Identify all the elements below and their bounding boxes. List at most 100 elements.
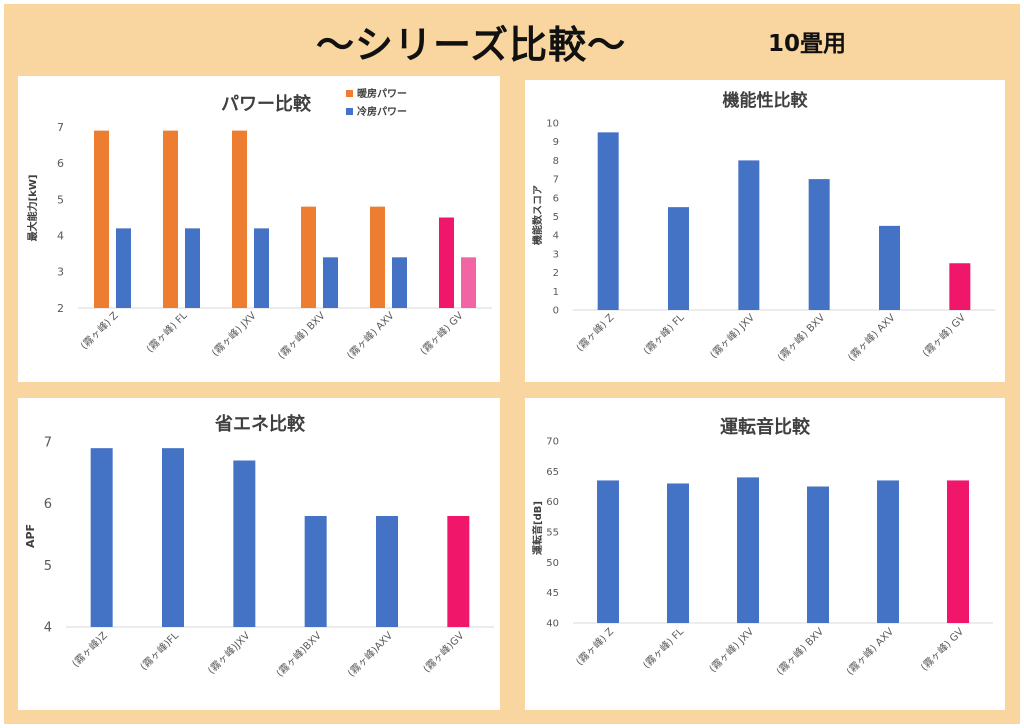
y-tick-label: 2	[57, 302, 64, 315]
bar-power-0-0	[94, 130, 109, 308]
y-tick-label: 2	[553, 268, 559, 279]
bar-efficiency-4-0	[376, 516, 398, 627]
bar-noise-4-0	[877, 480, 899, 623]
chart-title: 運転音比較	[720, 416, 811, 438]
x-tick-label: (霧ヶ峰) Z	[574, 626, 616, 668]
x-tick-label: (霧ヶ峰) GV	[920, 312, 968, 360]
y-tick-label: 8	[553, 156, 559, 167]
bar-features-1-0	[668, 207, 689, 310]
efficiency-chart-panel: 省エネ比較 APF 4 5 6 7 (霧ヶ峰)Z (霧ヶ峰)FL (霧ヶ峰)JXV (霧ヶ峰)BX…	[18, 398, 500, 710]
y-tick-label: 5	[553, 212, 559, 223]
features-chart-panel: 機能性比較機能数スコア 0 1 2 3 4 5 6 7 8 9 10 (霧ヶ峰) Z (霧ヶ峰) FL (霧…	[525, 80, 1005, 382]
efficiency-chart-svg: 省エネ比較 APF 4 5 6 7 (霧ヶ峰)Z (霧ヶ峰)FL (霧ヶ峰)JXV (霧ヶ峰)BX…	[24, 413, 494, 680]
x-tick-label: (霧ヶ峰) BXV	[774, 626, 826, 678]
y-tick-label: 5	[57, 193, 64, 206]
bar-noise-2-0	[737, 477, 759, 623]
x-tick-label: (霧ヶ峰) AXV	[844, 626, 896, 678]
page-subtitle: 10畳用	[768, 31, 847, 57]
bar-noise-0-0	[597, 480, 619, 623]
y-tick-label: 9	[553, 137, 559, 148]
bar-power-3-1	[323, 257, 338, 308]
bar-efficiency-3-0	[304, 516, 327, 627]
bar-features-0-0	[597, 132, 619, 310]
bar-features-5-0	[949, 263, 971, 310]
x-tick-label: (霧ヶ峰) Z	[574, 312, 616, 354]
bar-efficiency-2-0	[233, 460, 256, 627]
y-tick-label: 5	[44, 559, 52, 574]
power-chart-panel: パワー比較最大能力[kW] 2 3 4 5 6 7 (霧ヶ峰) Z (霧ヶ峰) FL (霧ヶ峰) …	[18, 76, 500, 382]
y-tick-label: 70	[546, 437, 559, 448]
bar-power-1-1	[185, 228, 200, 308]
bar-features-2-0	[738, 160, 760, 310]
y-axis-label: 機能数スコア	[531, 185, 544, 245]
y-tick-label: 10	[546, 119, 559, 130]
x-tick-label: (霧ヶ峰) GV	[418, 310, 466, 358]
bar-efficiency-5-0	[447, 516, 470, 627]
x-tick-label: (霧ヶ峰) FL	[144, 309, 190, 355]
y-tick-label: 3	[57, 266, 64, 279]
y-tick-label: 0	[553, 306, 559, 317]
chart-title: 機能性比較	[723, 90, 809, 111]
y-tick-label: 7	[553, 175, 559, 186]
x-tick-label: (霧ヶ峰) AXV	[345, 310, 397, 362]
x-tick-label: (霧ヶ峰) FL	[641, 625, 687, 671]
x-tick-label: (霧ヶ峰) BXV	[276, 310, 328, 362]
bar-noise-3-0	[807, 486, 829, 623]
x-tick-label: (霧ヶ峰)FL	[138, 629, 182, 673]
y-axis-label: 運転音[dB]	[531, 501, 544, 555]
x-tick-label: (霧ヶ峰) FL	[641, 311, 687, 357]
x-tick-label: (霧ヶ峰) GV	[918, 626, 966, 674]
x-tick-label: (霧ヶ峰) JXV	[209, 310, 258, 359]
y-tick-label: 7	[44, 436, 52, 451]
y-tick-label: 6	[44, 497, 52, 512]
page-title: 〜シリーズ比較〜	[316, 23, 627, 67]
y-axis-label: 最大能力[kW]	[26, 175, 39, 242]
y-tick-label: 45	[546, 588, 559, 599]
y-tick-label: 4	[553, 231, 559, 242]
y-tick-label: 3	[553, 249, 559, 260]
y-tick-label: 6	[553, 193, 559, 204]
y-tick-label: 4	[57, 229, 64, 242]
x-tick-label: (霧ヶ峰) AXV	[846, 312, 898, 364]
bar-features-4-0	[879, 225, 900, 310]
bar-power-4-0	[370, 206, 385, 308]
bar-noise-1-0	[667, 483, 689, 623]
legend-swatch	[346, 108, 353, 115]
y-tick-label: 6	[57, 157, 64, 170]
chart-title: パワー比較	[221, 93, 312, 115]
bar-noise-5-0	[947, 480, 969, 623]
x-tick-label: (霧ヶ峰)Z	[70, 630, 110, 670]
bar-power-2-1	[254, 228, 269, 308]
bar-efficiency-0-0	[90, 448, 113, 627]
noise-chart-panel: 運転音比較 運転音[dB] 40 45 50 55 60 65 70 (霧ヶ峰) Z (霧ヶ峰) F…	[525, 398, 1005, 710]
bar-power-1-0	[163, 130, 178, 308]
x-tick-label: (霧ヶ峰) JXV	[708, 312, 757, 361]
bar-power-5-0	[439, 217, 454, 308]
y-tick-label: 55	[546, 528, 559, 539]
x-tick-label: (霧ヶ峰)GV	[421, 630, 467, 676]
y-tick-label: 60	[546, 497, 559, 508]
x-tick-label: (霧ヶ峰) Z	[78, 310, 120, 352]
bar-power-3-0	[301, 206, 316, 308]
bar-features-3-0	[808, 179, 830, 310]
y-tick-label: 1	[553, 287, 559, 298]
x-tick-label: (霧ヶ峰) BXV	[775, 312, 827, 364]
bar-efficiency-1-0	[162, 448, 184, 627]
legend-swatch	[346, 90, 353, 97]
chart-title: 省エネ比較	[214, 413, 306, 435]
x-tick-label: (霧ヶ峰) JXV	[707, 626, 756, 675]
bar-power-2-0	[232, 130, 247, 308]
bar-power-5-1	[461, 257, 476, 308]
y-tick-label: 65	[546, 467, 559, 478]
bar-power-4-1	[392, 257, 407, 308]
y-tick-label: 7	[57, 121, 64, 134]
bar-power-0-1	[116, 228, 131, 308]
y-tick-label: 4	[44, 621, 52, 636]
y-axis-label: APF	[24, 524, 37, 548]
x-tick-label: (霧ヶ峰)AXV	[345, 630, 395, 680]
legend-label: 冷房パワー	[357, 105, 407, 118]
y-tick-label: 40	[546, 619, 559, 630]
